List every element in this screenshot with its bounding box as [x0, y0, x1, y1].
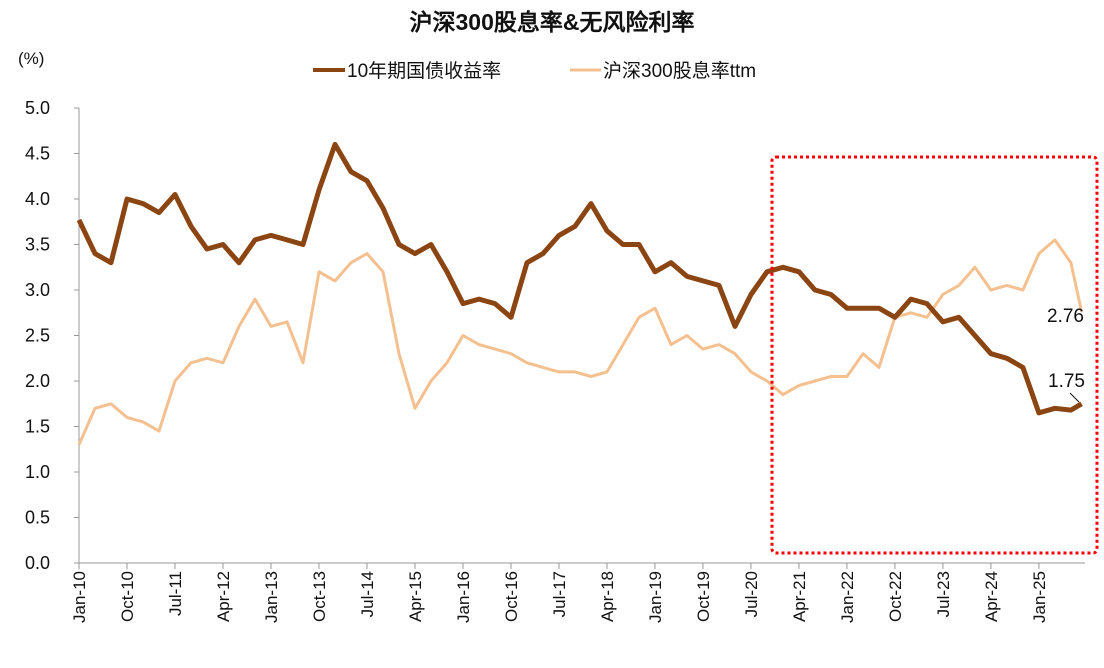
x-tick-label: Apr-15 [406, 571, 425, 622]
x-tick-label: Jul-20 [742, 571, 761, 617]
legend-label-dividend: 沪深300股息率ttm [603, 60, 756, 82]
x-tick-label: Oct-16 [502, 571, 521, 622]
y-axis: 0.0 0.5 1.0 1.5 2.0 2.5 3.0 3.5 4.0 4.5 5.0 [25, 98, 80, 573]
y-tick-label: 2.0 [25, 371, 50, 391]
x-tick-label: Oct-22 [886, 571, 905, 622]
x-tick-label: Apr-12 [214, 571, 233, 622]
y-tick-label: 3.0 [25, 280, 50, 300]
y-tick-label: 0.5 [25, 508, 50, 528]
x-tick-label: Oct-19 [694, 571, 713, 622]
end-label-leader [1069, 392, 1080, 403]
y-tick-label: 1.0 [25, 462, 50, 482]
x-tick-label: Apr-24 [982, 571, 1001, 622]
x-tick-label: Apr-18 [598, 571, 617, 622]
x-tick-label: Apr-21 [790, 571, 809, 622]
x-tick-label: Jan-16 [454, 571, 473, 623]
y-tick-label: 3.5 [25, 235, 50, 255]
highlight-box [770, 155, 1099, 555]
chart-title: 沪深300股息率&无风险利率 [410, 9, 695, 35]
x-tick-label: Jan-19 [646, 571, 665, 623]
series-line-dividend-yield [77, 238, 1084, 446]
x-tick-label: Jul-23 [934, 571, 953, 617]
x-tick-label: Jul-17 [550, 571, 569, 617]
y-tick-label: 0.0 [25, 553, 50, 573]
y-tick-label: 1.5 [25, 417, 50, 437]
y-tick-label: 2.5 [25, 326, 50, 346]
x-tick-label: Jan-22 [838, 571, 857, 623]
x-tick-label: Jan-10 [70, 571, 89, 623]
y-tick-label: 4.0 [25, 189, 50, 209]
series-group [76, 141, 1084, 446]
series-line-bond-yield [76, 141, 1083, 416]
x-tick-label: Oct-13 [310, 571, 329, 622]
x-tick-label: Oct-10 [118, 571, 137, 622]
y-tick-label: 5.0 [25, 98, 50, 118]
x-axis: Jan-10 Oct-10 Jul-11 Apr-12 Jan-13 Oct-13 Jul-… [70, 562, 1085, 623]
legend-label-bond: 10年期国债收益率 [347, 60, 501, 82]
end-label-bond: 1.75 [1048, 371, 1085, 392]
x-tick-label: Jul-14 [358, 571, 377, 617]
end-label-dividend: 2.76 [1047, 306, 1084, 327]
x-tick-label: Jan-13 [262, 571, 281, 623]
x-tick-label: Jan-25 [1030, 571, 1049, 623]
x-tick-label: Jul-11 [166, 571, 185, 616]
legend: 10年期国债收益率 沪深300股息率ttm [313, 60, 756, 82]
y-tick-label: 4.5 [25, 144, 50, 164]
y-axis-label: (%) [18, 49, 44, 68]
